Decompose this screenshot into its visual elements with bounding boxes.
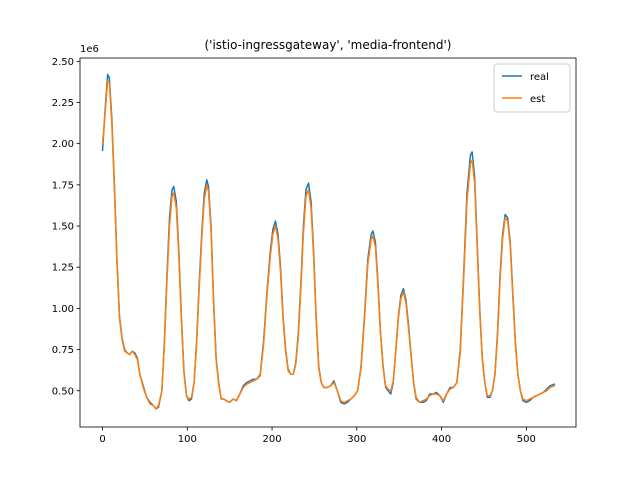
y-tick-label: 2.25: [52, 98, 74, 109]
x-tick-label: 300: [347, 434, 366, 445]
x-tick-label: 200: [263, 434, 282, 445]
chart-title: ('istio-ingressgateway', 'media-frontend…: [204, 38, 451, 52]
x-tick-label: 0: [99, 434, 105, 445]
x-tick-label: 100: [178, 434, 197, 445]
axes-layer: 0 100 200 300 400 500 0.50 0.75 1.00 1.25 1.50 1.75…: [52, 57, 577, 445]
y-tick-label: 0.50: [52, 386, 74, 397]
x-tick-label: 400: [432, 434, 451, 445]
y-tick-label: 0.75: [52, 345, 74, 356]
legend-label-est: est: [530, 94, 545, 105]
x-tick-label: 500: [517, 434, 536, 445]
y-tick-label: 2.00: [52, 139, 74, 150]
legend: real est: [493, 63, 571, 113]
y-tick-label: 1.00: [52, 304, 74, 315]
series-layer: [101, 73, 556, 410]
axes-frame: [79, 57, 577, 428]
legend-label-real: real: [530, 72, 549, 83]
y-tick-label: 1.25: [52, 263, 74, 274]
series-line-est: [101, 80, 556, 410]
y-tick-label: 1.50: [52, 222, 74, 233]
y-tick-label: 2.50: [52, 57, 74, 68]
y-tick-label: 1.75: [52, 180, 74, 191]
y-axis-offset-label: 1e6: [80, 44, 99, 55]
